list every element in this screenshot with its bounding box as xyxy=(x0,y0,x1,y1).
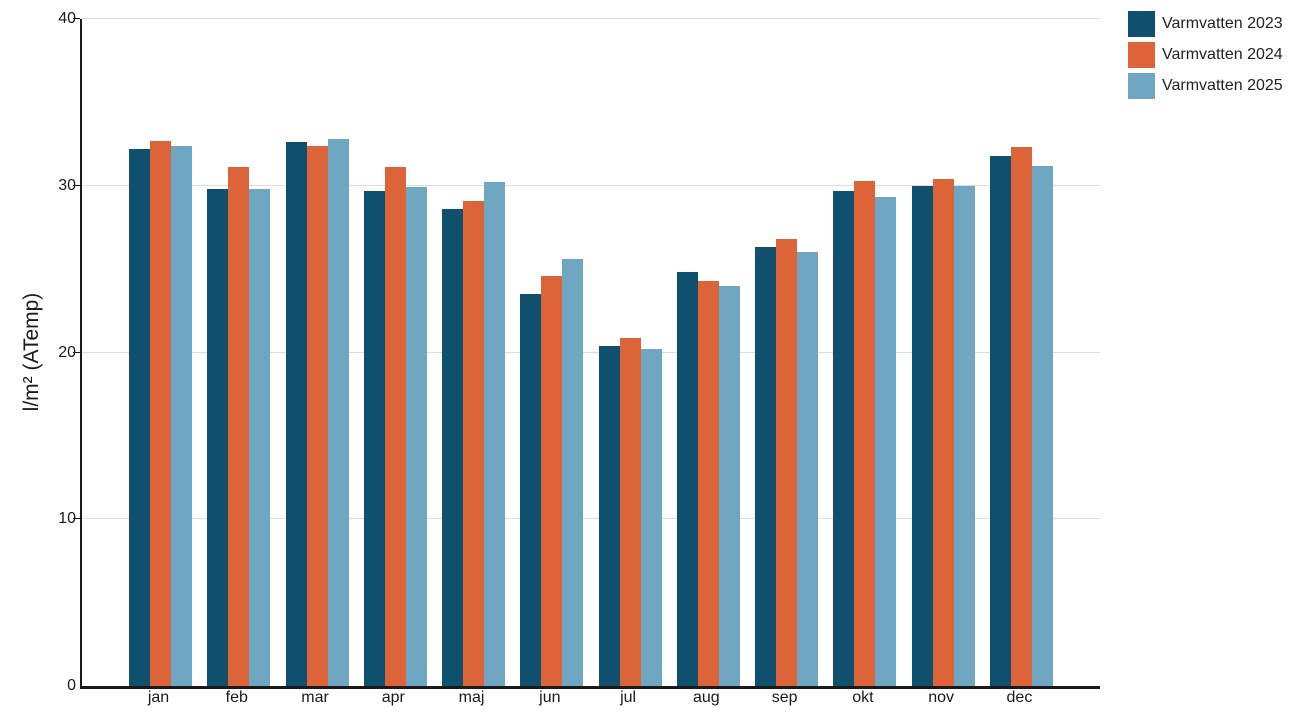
bar-group-jan xyxy=(129,19,192,686)
bar-okt-varmvatten-2023 xyxy=(833,190,855,686)
legend-item-varmvatten-2024[interactable]: Varmvatten 2024 xyxy=(1128,42,1283,68)
bar-dec-varmvatten-2025 xyxy=(1031,165,1053,686)
bar-nov-varmvatten-2023 xyxy=(911,185,933,686)
bar-mar-varmvatten-2025 xyxy=(327,139,349,686)
bar-nov-varmvatten-2024 xyxy=(932,179,954,686)
x-tick-label-apr: apr xyxy=(381,689,405,706)
y-axis-tick-labels: 0 10 20 30 40 xyxy=(28,10,76,694)
bar-feb-varmvatten-2023 xyxy=(207,189,229,686)
bar-group-nov xyxy=(911,19,975,686)
bars-row xyxy=(129,19,1053,686)
bar-group-apr xyxy=(363,19,427,686)
y-tick-label: 0 xyxy=(67,677,76,694)
legend-swatch xyxy=(1128,42,1155,68)
bar-jul-varmvatten-2024 xyxy=(619,337,641,686)
bar-sep-varmvatten-2025 xyxy=(797,252,819,686)
x-tick-label-aug: aug xyxy=(693,689,720,706)
bar-maj-varmvatten-2024 xyxy=(463,200,485,686)
legend: Varmvatten 2023 Varmvatten 2024 Varmvatten… xyxy=(1128,11,1283,99)
bar-aug-varmvatten-2023 xyxy=(676,272,698,686)
x-tick-label-jul: jul xyxy=(620,689,637,706)
y-tick-label: 10 xyxy=(58,510,76,528)
gridline xyxy=(82,184,1100,186)
bar-group-dec xyxy=(989,19,1053,686)
gridline xyxy=(82,18,1100,19)
bar-aug-varmvatten-2025 xyxy=(718,285,740,686)
x-tick-label-sep: sep xyxy=(771,689,798,706)
bar-okt-varmvatten-2025 xyxy=(875,197,897,686)
bar-aug-varmvatten-2024 xyxy=(697,280,719,686)
bar-jan-varmvatten-2025 xyxy=(171,145,192,686)
bar-apr-varmvatten-2023 xyxy=(363,190,385,686)
y-tick-mark xyxy=(73,351,80,353)
legend-label: Varmvatten 2024 xyxy=(1162,46,1283,63)
y-tick-mark xyxy=(73,518,80,520)
legend-swatch xyxy=(1128,73,1155,99)
bar-jan-varmvatten-2023 xyxy=(129,149,150,686)
bar-jul-varmvatten-2025 xyxy=(640,349,662,686)
x-tick-label-jun: jun xyxy=(539,689,561,706)
bar-jun-varmvatten-2025 xyxy=(562,259,584,686)
bar-jun-varmvatten-2024 xyxy=(541,275,563,686)
bar-jun-varmvatten-2023 xyxy=(520,294,542,686)
bar-group-mar xyxy=(285,19,349,686)
legend-item-varmvatten-2023[interactable]: Varmvatten 2023 xyxy=(1128,11,1283,37)
bar-mar-varmvatten-2023 xyxy=(285,142,307,686)
x-tick-label-feb: feb xyxy=(225,689,248,706)
y-tick-mark xyxy=(73,184,80,186)
bar-group-jul xyxy=(598,19,662,686)
bar-sep-varmvatten-2024 xyxy=(776,239,798,686)
legend-item-varmvatten-2025[interactable]: Varmvatten 2025 xyxy=(1128,73,1283,99)
gridline xyxy=(82,351,1100,353)
plot-area xyxy=(73,18,1100,689)
bar-group-okt xyxy=(833,19,897,686)
legend-label: Varmvatten 2025 xyxy=(1162,77,1283,94)
legend-swatch xyxy=(1128,11,1155,37)
y-tick-label: 40 xyxy=(58,10,76,27)
bar-maj-varmvatten-2023 xyxy=(442,209,464,686)
y-tick-label: 20 xyxy=(58,343,76,361)
bar-jan-varmvatten-2024 xyxy=(150,140,171,686)
bar-mar-varmvatten-2024 xyxy=(306,145,328,686)
x-tick-label-maj: maj xyxy=(458,689,485,706)
bar-feb-varmvatten-2024 xyxy=(228,167,250,686)
bar-group-feb xyxy=(207,19,271,686)
bar-sep-varmvatten-2023 xyxy=(755,247,777,686)
bar-apr-varmvatten-2024 xyxy=(384,167,406,686)
bar-okt-varmvatten-2024 xyxy=(854,180,876,686)
x-tick-label-dec: dec xyxy=(1006,689,1033,706)
bar-jul-varmvatten-2023 xyxy=(598,345,620,686)
bar-dec-varmvatten-2023 xyxy=(989,155,1011,686)
y-tick-mark xyxy=(73,18,80,19)
legend-label: Varmvatten 2023 xyxy=(1162,15,1283,32)
bar-nov-varmvatten-2025 xyxy=(953,185,975,686)
x-tick-label-nov: nov xyxy=(928,689,955,706)
bar-apr-varmvatten-2025 xyxy=(405,187,427,686)
bar-group-aug xyxy=(676,19,740,686)
bar-group-sep xyxy=(755,19,819,686)
x-tick-label-okt: okt xyxy=(852,689,874,706)
y-tick-label: 30 xyxy=(58,176,76,194)
bar-group-jun xyxy=(520,19,584,686)
x-axis-tick-labels: jan feb mar apr maj jun jul aug sep okt nov dec xyxy=(127,689,1051,707)
bar-group-maj xyxy=(442,19,506,686)
gridline xyxy=(82,518,1100,520)
x-tick-label-jan: jan xyxy=(147,689,170,706)
bar-feb-varmvatten-2025 xyxy=(249,189,271,686)
x-tick-label-mar: mar xyxy=(301,689,329,706)
bar-dec-varmvatten-2024 xyxy=(1010,147,1032,686)
bar-maj-varmvatten-2025 xyxy=(484,182,506,686)
